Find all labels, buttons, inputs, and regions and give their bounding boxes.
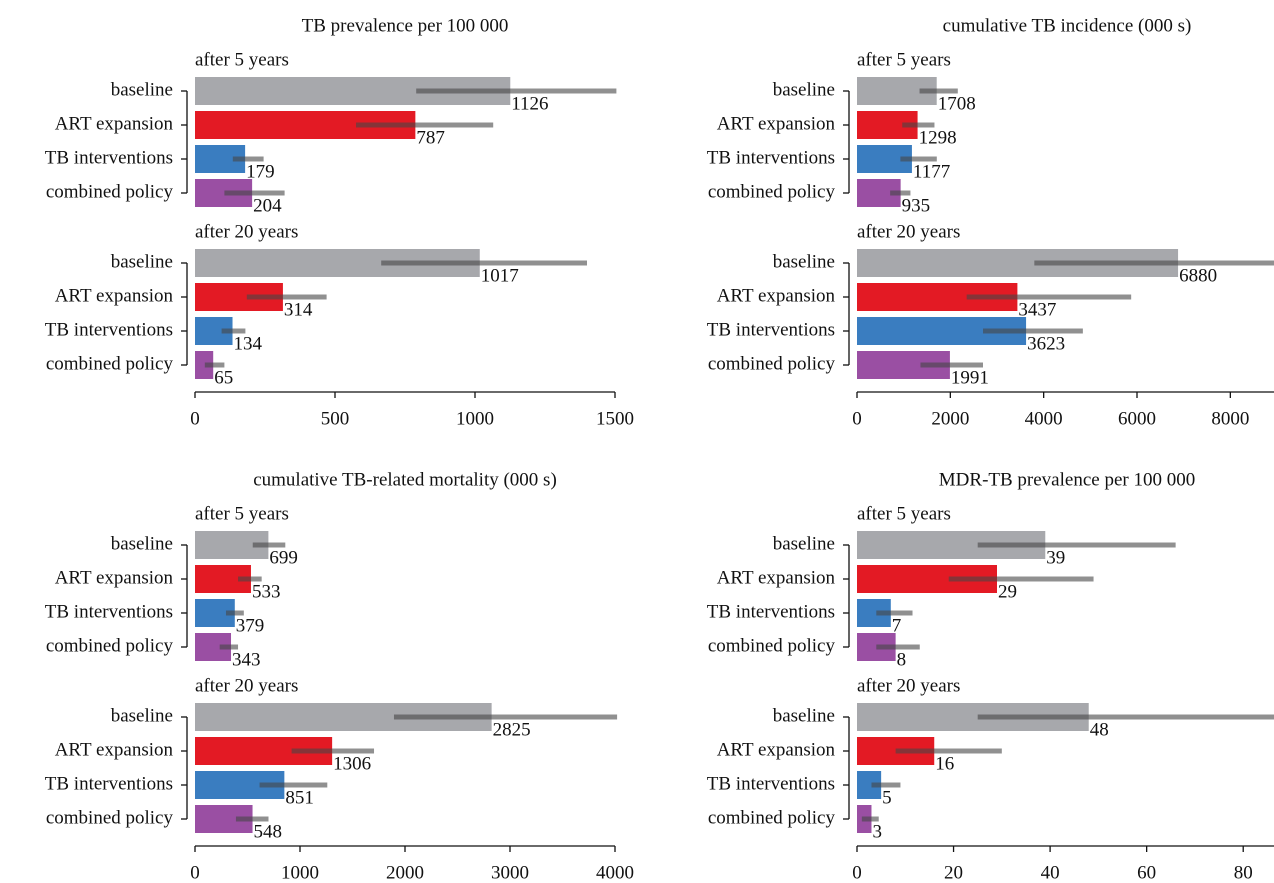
group-label: after 5 years [195, 49, 289, 70]
category-label: combined policy [46, 353, 174, 374]
value-label: 2825 [493, 719, 531, 740]
x-tick-label: 60 [1137, 862, 1156, 883]
x-tick-label: 1000 [281, 862, 319, 883]
value-label: 1177 [913, 161, 950, 182]
group-label: after 5 years [857, 503, 951, 524]
category-label: baseline [773, 705, 835, 726]
category-label: TB interventions [707, 773, 835, 794]
group-label: after 5 years [857, 49, 951, 70]
category-label: ART expansion [717, 285, 836, 306]
x-tick-label: 0 [190, 862, 200, 883]
category-label: ART expansion [55, 739, 174, 760]
panel-title: cumulative TB incidence (000 s) [943, 15, 1192, 36]
value-label: 39 [1046, 547, 1065, 568]
category-label: combined policy [46, 181, 174, 202]
category-label: baseline [773, 79, 835, 100]
bar [195, 351, 214, 379]
value-label: 179 [246, 161, 275, 182]
panel-title: cumulative TB-related mortality (000 s) [253, 469, 557, 490]
x-tick-label: 1000 [456, 408, 494, 429]
category-label: baseline [111, 251, 173, 272]
category-label: baseline [111, 533, 173, 554]
value-label: 935 [902, 195, 931, 216]
x-tick-label: 0 [852, 862, 862, 883]
value-label: 1017 [481, 265, 519, 286]
x-tick-label: 0 [190, 408, 200, 429]
category-label: ART expansion [717, 739, 836, 760]
x-tick-label: 6000 [1118, 408, 1156, 429]
x-tick-label: 0 [852, 408, 862, 429]
category-label: TB interventions [45, 319, 173, 340]
value-label: 8 [897, 649, 907, 670]
value-label: 533 [252, 581, 281, 602]
category-label: baseline [111, 705, 173, 726]
category-label: TB interventions [707, 147, 835, 168]
value-label: 204 [253, 195, 282, 216]
x-tick-label: 20 [944, 862, 963, 883]
x-tick-label: 500 [321, 408, 350, 429]
category-label: baseline [773, 251, 835, 272]
category-label: baseline [111, 79, 173, 100]
category-label: combined policy [708, 353, 836, 374]
x-tick-label: 8000 [1211, 408, 1249, 429]
category-label: ART expansion [717, 113, 836, 134]
group-label: after 20 years [195, 675, 298, 696]
value-label: 1126 [511, 93, 548, 114]
category-label: TB interventions [707, 319, 835, 340]
value-label: 1298 [919, 127, 957, 148]
value-label: 314 [284, 299, 313, 320]
value-label: 6880 [1179, 265, 1217, 286]
value-label: 379 [236, 615, 264, 636]
value-label: 65 [214, 367, 233, 388]
category-label: combined policy [708, 181, 836, 202]
category-label: combined policy [46, 635, 174, 656]
category-label: ART expansion [55, 113, 174, 134]
value-label: 134 [234, 333, 263, 354]
x-tick-label: 2000 [386, 862, 424, 883]
value-label: 1708 [938, 93, 976, 114]
value-label: 699 [269, 547, 298, 568]
value-label: 29 [998, 581, 1017, 602]
value-label: 787 [416, 127, 445, 148]
value-label: 7 [892, 615, 902, 636]
x-tick-label: 1500 [596, 408, 634, 429]
value-label: 343 [232, 649, 261, 670]
category-label: combined policy [708, 807, 836, 828]
group-label: after 5 years [195, 503, 289, 524]
category-label: combined policy [46, 807, 174, 828]
x-tick-label: 4000 [596, 862, 634, 883]
category-label: ART expansion [717, 567, 836, 588]
value-label: 3623 [1027, 333, 1065, 354]
category-label: ART expansion [55, 567, 174, 588]
value-label: 548 [254, 821, 282, 842]
x-tick-label: 2000 [931, 408, 969, 429]
category-label: TB interventions [45, 147, 173, 168]
category-label: combined policy [708, 635, 836, 656]
value-label: 5 [882, 787, 892, 808]
category-label: TB interventions [707, 601, 835, 622]
panel-title: TB prevalence per 100 000 [302, 15, 509, 36]
group-label: after 20 years [857, 221, 960, 242]
category-label: TB interventions [45, 773, 173, 794]
value-label: 1306 [333, 753, 371, 774]
category-label: TB interventions [45, 601, 173, 622]
value-label: 48 [1090, 719, 1109, 740]
category-label: ART expansion [55, 285, 174, 306]
group-label: after 20 years [857, 675, 960, 696]
x-tick-label: 40 [1041, 862, 1060, 883]
value-label: 3 [872, 821, 882, 842]
value-label: 16 [935, 753, 954, 774]
value-label: 851 [285, 787, 314, 808]
group-label: after 20 years [195, 221, 298, 242]
panel-title: MDR-TB prevalence per 100 000 [939, 469, 1195, 490]
value-label: 3437 [1018, 299, 1056, 320]
x-tick-label: 4000 [1025, 408, 1063, 429]
x-tick-label: 3000 [491, 862, 529, 883]
category-label: baseline [773, 533, 835, 554]
value-label: 1991 [951, 367, 989, 388]
x-tick-label: 80 [1234, 862, 1253, 883]
